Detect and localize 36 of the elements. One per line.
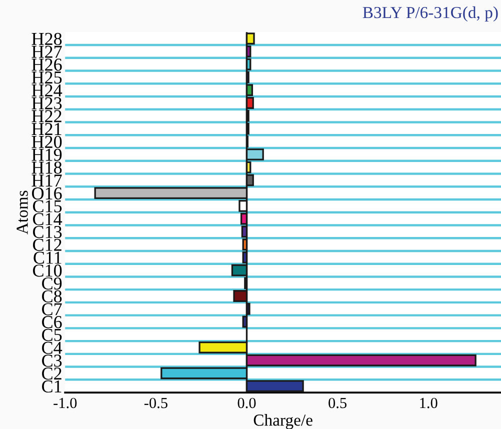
y-tick-label: H19	[32, 148, 62, 161]
y-tick-label: H27	[32, 46, 62, 58]
y-tick-label: C4	[42, 342, 62, 354]
x-tick-label: -1.0	[54, 398, 77, 408]
y-tick-label: C6	[42, 316, 62, 328]
x-tick-label: -0.5	[144, 398, 168, 408]
y-tick-label: H26	[32, 58, 62, 71]
y-tick-label: C7	[42, 303, 62, 316]
y-tick-label: C11	[34, 252, 62, 264]
y-tick-label: C8	[42, 290, 62, 302]
chart-title: B3LY P/6-31G(d, p)	[362, 6, 498, 22]
y-tick-label: O16	[32, 187, 62, 200]
x-tick-label: 0.0	[238, 398, 256, 408]
y-tick-label: H24	[32, 84, 62, 96]
y-axis-title: Atoms	[16, 190, 28, 234]
y-tick-label: C9	[42, 277, 62, 290]
y-tick-label: H17	[32, 174, 62, 186]
y-tick-label: H20	[32, 136, 62, 148]
y-tick-label: H28	[32, 32, 62, 46]
y-tick-label: C2	[42, 368, 62, 380]
y-tick-label: C5	[42, 328, 62, 342]
y-tick-label: H23	[32, 97, 62, 110]
y-tick-label: C12	[32, 238, 62, 251]
y-tick-label: H21	[32, 123, 62, 135]
y-tick-label: H22	[32, 110, 62, 122]
y-tick-label: C10	[32, 264, 62, 277]
y-tick-label: C15	[32, 200, 62, 212]
y-tick-label: H25	[32, 72, 62, 84]
x-axis-title: Charge/e	[254, 414, 312, 429]
x-tick-label: 0.5	[328, 398, 346, 408]
y-tick-label: C13	[32, 226, 62, 238]
y-tick-label: C1	[42, 380, 62, 393]
y-tick-label: C14	[32, 213, 62, 226]
y-tick-label: H18	[32, 162, 62, 174]
x-tick-label: 1.0	[420, 398, 438, 408]
y-tick-label: C3	[42, 354, 62, 367]
